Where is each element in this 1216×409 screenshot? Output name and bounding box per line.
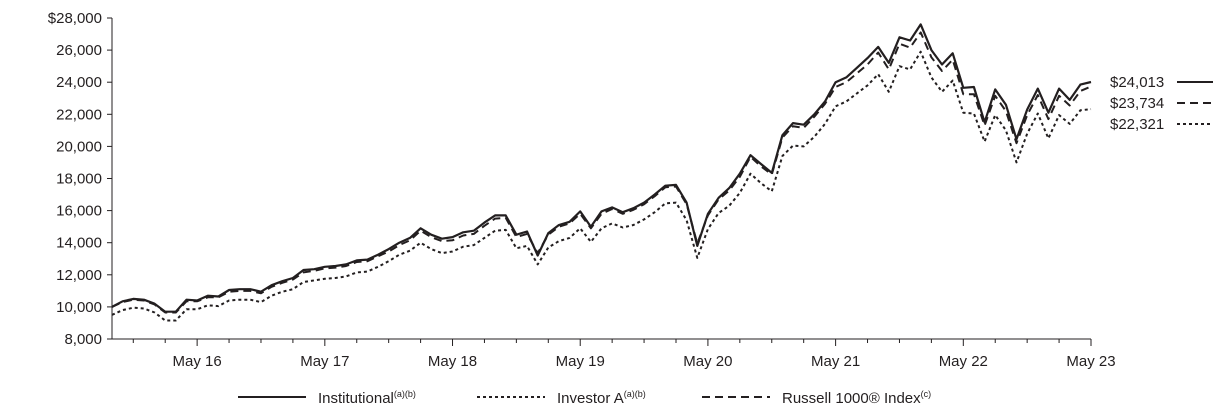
- legend-label: Institutional(a)(b): [318, 389, 416, 407]
- legend-label-superscript: (c): [921, 389, 932, 399]
- x-tick-label: May 17: [300, 353, 349, 370]
- y-tick-label: 18,000: [56, 171, 102, 188]
- legend: Institutional(a)(b) Investor A(a)(b) Russe…: [238, 389, 931, 407]
- x-tick-label: May 18: [428, 353, 477, 370]
- y-tick-label: 20,000: [56, 138, 102, 155]
- legend-label: Investor A(a)(b): [557, 389, 646, 407]
- series-line-dotted: [111, 50, 1092, 322]
- end-labels: $24,013 $23,734 $22,321: [1110, 74, 1213, 133]
- end-value-label: $22,321: [1110, 116, 1164, 133]
- x-tick-label: May 23: [1066, 353, 1115, 370]
- series-line-dashed: [111, 31, 1092, 314]
- x-tick-labels: May 16 May 17 May 18 May 19 May 20 May 21 May …: [173, 353, 1116, 370]
- axes: [107, 17, 1092, 346]
- y-tick-label: 26,000: [56, 42, 102, 59]
- legend-label: Russell 1000® Index(c): [782, 389, 931, 407]
- x-tick-label: May 16: [173, 353, 222, 370]
- end-value-label: $24,013: [1110, 74, 1164, 91]
- series-line-solid: [111, 23, 1092, 313]
- x-tick-label: May 19: [556, 353, 605, 370]
- y-tick-label: $28,000: [48, 10, 102, 27]
- x-tick-label: May 22: [939, 353, 988, 370]
- x-tick-label: May 20: [683, 353, 732, 370]
- y-tick-label: 10,000: [56, 299, 102, 316]
- series-lines: [111, 23, 1092, 322]
- y-tick-label: 16,000: [56, 203, 102, 220]
- y-tick-label: 22,000: [56, 106, 102, 123]
- y-tick-label: 12,000: [56, 267, 102, 284]
- y-tick-label: 8,000: [64, 331, 102, 348]
- x-tick-label: May 21: [811, 353, 860, 370]
- legend-label-superscript: (a)(b): [394, 389, 416, 399]
- y-tick-label: 24,000: [56, 74, 102, 91]
- y-tick-labels: 8,000 10,000 12,000 14,000 16,000 18,000 20,00…: [48, 10, 102, 348]
- y-tick-label: 14,000: [56, 235, 102, 252]
- legend-label-superscript: (a)(b): [624, 389, 646, 399]
- end-value-label: $23,734: [1110, 95, 1164, 112]
